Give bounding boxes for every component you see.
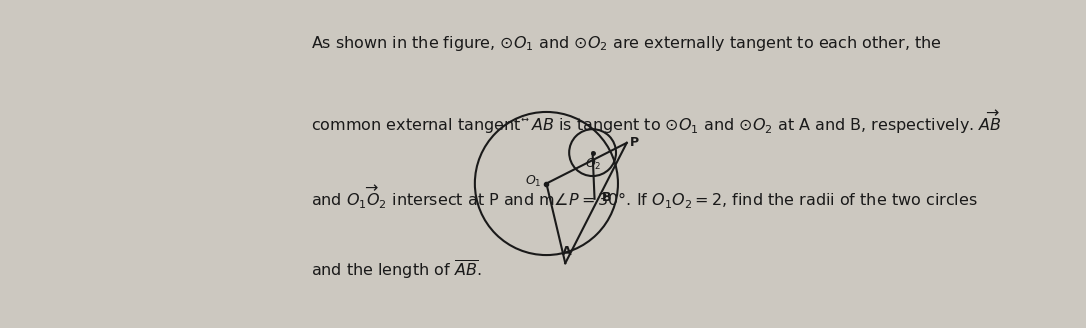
Text: $O_2$: $O_2$ [584,157,602,172]
Text: As shown in the figure, $\odot O_1$ and $\odot O_2$ are externally tangent to ea: As shown in the figure, $\odot O_1$ and … [311,34,942,53]
Text: $O_1$: $O_1$ [525,174,542,190]
Text: and $\overrightarrow{O_1O_2}$ intersect at P and m$\angle P = 30°$. If $O_1O_2 =: and $\overrightarrow{O_1O_2}$ intersect … [311,183,977,211]
Text: P: P [630,136,640,149]
Text: common external tangent $\overleftrightarrow{AB}$ is tangent to $\odot O_1$ and : common external tangent $\overleftrighta… [311,109,1001,136]
Text: and the length of $\overline{AB}$.: and the length of $\overline{AB}$. [311,258,481,281]
Text: B: B [602,191,611,204]
Text: A: A [563,245,571,258]
